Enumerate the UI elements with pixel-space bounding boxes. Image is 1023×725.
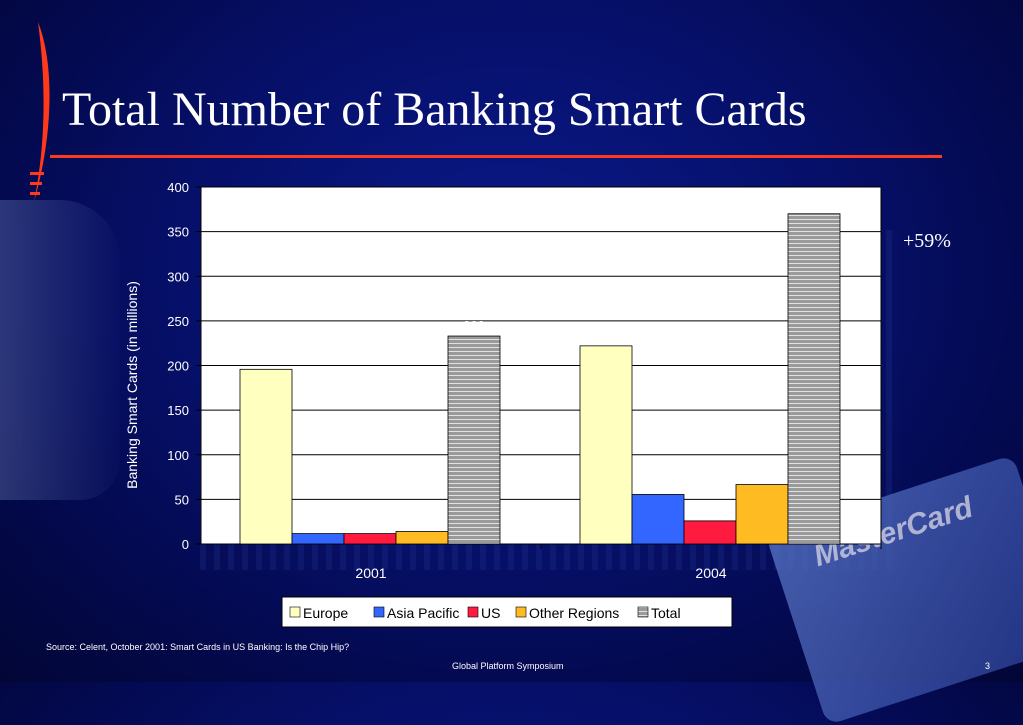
legend-label: Asia Pacific <box>387 605 459 621</box>
source-note: Source: Celent, October 2001: Smart Card… <box>46 642 350 652</box>
data-label: 13.98 <box>406 514 439 529</box>
y-tick-label: 250 <box>167 314 189 329</box>
flame-logo-icon <box>30 22 50 202</box>
data-label: 11.65 <box>354 516 386 531</box>
legend-swatch <box>515 606 527 618</box>
legend-swatch <box>467 606 479 618</box>
legend-swatch <box>289 606 301 618</box>
legend-label: Other Regions <box>529 605 619 621</box>
y-tick-label: 200 <box>167 359 189 374</box>
bar-chart: 195.72 11.65 11.65 13.98 233 222 55.5 25.9 66.6 3… <box>124 180 882 628</box>
x-category-label: 2004 <box>695 565 726 581</box>
y-tick-label: 50 <box>175 492 189 507</box>
legend-label: US <box>481 605 500 621</box>
legend-box <box>281 596 733 628</box>
data-label: 233 <box>463 318 485 333</box>
y-axis-label: Banking Smart Cards (in millions) <box>124 281 140 489</box>
bar-us-2004 <box>683 520 737 545</box>
data-label: 11.65 <box>302 516 334 531</box>
bar-asia-pacific-2004 <box>631 494 685 545</box>
page-number: 3 <box>985 661 991 671</box>
data-label: 222 <box>595 328 617 343</box>
data-label: 55.5 <box>645 476 670 491</box>
bar-other-regions-2001 <box>395 531 449 545</box>
background-monitor-graphic <box>0 200 120 500</box>
footer-text: Global Platform Symposium <box>452 661 564 671</box>
data-label: 370 <box>803 196 825 211</box>
data-label: 25.9 <box>697 503 722 518</box>
bar-other-regions-2004 <box>735 484 789 545</box>
bar-asia-pacific-2001 <box>291 533 345 545</box>
legend-swatch <box>637 606 649 618</box>
legend-label: Europe <box>303 605 348 621</box>
legend-label: Total <box>651 605 681 621</box>
y-tick-label: 0 <box>182 537 189 552</box>
bar-total-2001 <box>447 335 501 545</box>
title-underline <box>50 155 942 158</box>
data-label: 66.6 <box>749 467 774 482</box>
y-tick-label: 400 <box>167 180 189 195</box>
y-tick-label: 150 <box>167 403 189 418</box>
y-tick-label: 350 <box>167 225 189 240</box>
x-category-label: 2001 <box>355 565 386 581</box>
y-tick-label: 100 <box>167 448 189 463</box>
slide-title: Total Number of Banking Smart Cards <box>62 83 807 136</box>
legend-swatch <box>373 606 385 618</box>
bar-us-2001 <box>343 533 397 545</box>
data-label: 195.72 <box>246 351 286 366</box>
bar-total-2004 <box>787 213 841 545</box>
growth-annotation: +59% <box>903 230 951 252</box>
bar-europe-2004 <box>579 345 633 545</box>
y-tick-label: 300 <box>167 269 189 284</box>
bar-europe-2001 <box>239 368 293 545</box>
